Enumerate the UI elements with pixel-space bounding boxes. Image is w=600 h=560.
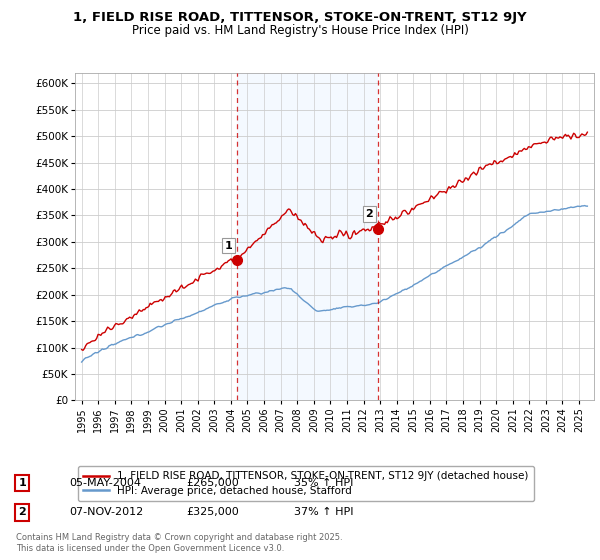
Text: Price paid vs. HM Land Registry's House Price Index (HPI): Price paid vs. HM Land Registry's House … — [131, 24, 469, 36]
Text: 1: 1 — [19, 478, 26, 488]
Text: 37% ↑ HPI: 37% ↑ HPI — [294, 507, 353, 517]
Text: £265,000: £265,000 — [186, 478, 239, 488]
Text: £325,000: £325,000 — [186, 507, 239, 517]
Text: 2: 2 — [365, 209, 373, 219]
Text: 1: 1 — [224, 241, 232, 250]
Text: 35% ↑ HPI: 35% ↑ HPI — [294, 478, 353, 488]
Text: 2: 2 — [19, 507, 26, 517]
Bar — [236, 73, 377, 400]
Legend: 1, FIELD RISE ROAD, TITTENSOR, STOKE-ON-TRENT, ST12 9JY (detached house), HPI: A: 1, FIELD RISE ROAD, TITTENSOR, STOKE-ON-… — [77, 466, 534, 501]
Text: 07-NOV-2012: 07-NOV-2012 — [69, 507, 143, 517]
Text: 1, FIELD RISE ROAD, TITTENSOR, STOKE-ON-TRENT, ST12 9JY: 1, FIELD RISE ROAD, TITTENSOR, STOKE-ON-… — [73, 11, 527, 24]
Text: Contains HM Land Registry data © Crown copyright and database right 2025.
This d: Contains HM Land Registry data © Crown c… — [16, 533, 343, 553]
Text: 05-MAY-2004: 05-MAY-2004 — [69, 478, 141, 488]
